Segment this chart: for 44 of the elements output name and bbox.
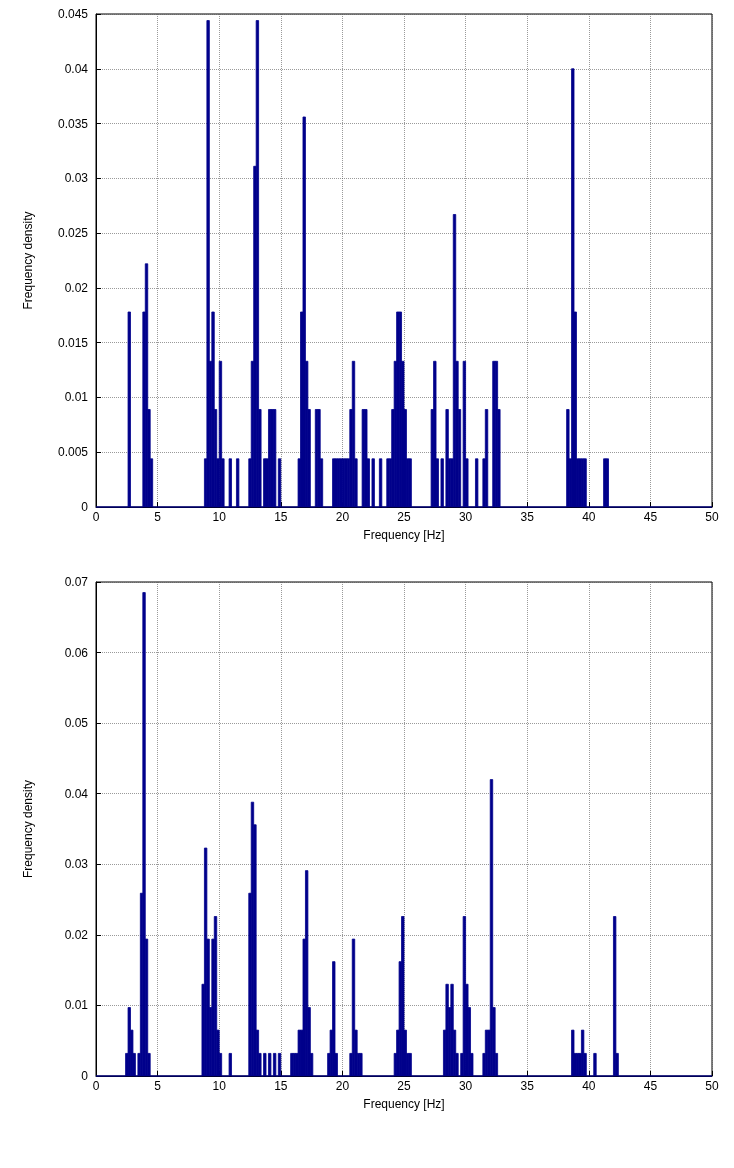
y-tick-label: 0 <box>81 500 89 514</box>
x-tick-label: 35 <box>520 510 535 524</box>
x-tick-label: 20 <box>335 510 350 524</box>
x-tick-label: 15 <box>274 1079 288 1093</box>
y-tick-label: 0 <box>81 1069 89 1083</box>
x-tick-label: 5 <box>154 510 162 524</box>
y-tick-label: 0.01 <box>64 390 89 405</box>
x-tick-label: 30 <box>458 510 473 524</box>
x-tick-label: 20 <box>335 1079 350 1093</box>
x-tick-label: 35 <box>520 1079 535 1093</box>
x-tick-label: 25 <box>397 1079 411 1093</box>
x-tick-label: 0 <box>92 1079 100 1093</box>
x-tick-label: 50 <box>705 1079 719 1093</box>
x-axis-title: Frequency [Hz] <box>363 1097 445 1111</box>
y-tick-label: 0.03 <box>64 857 89 872</box>
x-tick-label: 50 <box>705 510 719 524</box>
x-tick-label: 15 <box>274 510 288 524</box>
y-tick-label: 0.045 <box>57 7 89 21</box>
y-tick-label: 0.01 <box>64 998 89 1013</box>
x-tick-label: 10 <box>212 510 227 524</box>
y-tick-label: 0.04 <box>64 61 89 76</box>
x-tick-label: 45 <box>643 510 658 524</box>
y-tick-label: 0.03 <box>64 171 89 186</box>
x-tick-label: 0 <box>92 510 100 524</box>
y-tick-label: 0.05 <box>64 716 89 731</box>
y-tick-label: 0.02 <box>64 280 89 295</box>
y-axis-title: Frequency density <box>21 779 35 879</box>
y-tick-label: 0.005 <box>57 445 89 460</box>
x-tick-label: 10 <box>212 1079 227 1093</box>
y-tick-label: 0.02 <box>64 927 89 942</box>
x-tick-label: 40 <box>582 1079 596 1093</box>
y-tick-label: 0.025 <box>57 226 89 241</box>
x-tick-label: 30 <box>458 1079 473 1093</box>
y-tick-label: 0.035 <box>57 116 89 131</box>
x-tick-label: 40 <box>582 510 596 524</box>
x-axis-title: Frequency [Hz] <box>363 528 445 542</box>
x-tick-label: 5 <box>154 1079 162 1093</box>
y-axis-title: Frequency density <box>21 211 35 310</box>
y-tick-label: 0.015 <box>57 335 89 350</box>
y-tick-label: 0.06 <box>64 645 89 660</box>
y-tick-label: 0.04 <box>64 786 89 801</box>
x-tick-label: 25 <box>397 510 411 524</box>
x-tick-label: 45 <box>643 1079 658 1093</box>
y-tick-label: 0.07 <box>64 575 89 589</box>
